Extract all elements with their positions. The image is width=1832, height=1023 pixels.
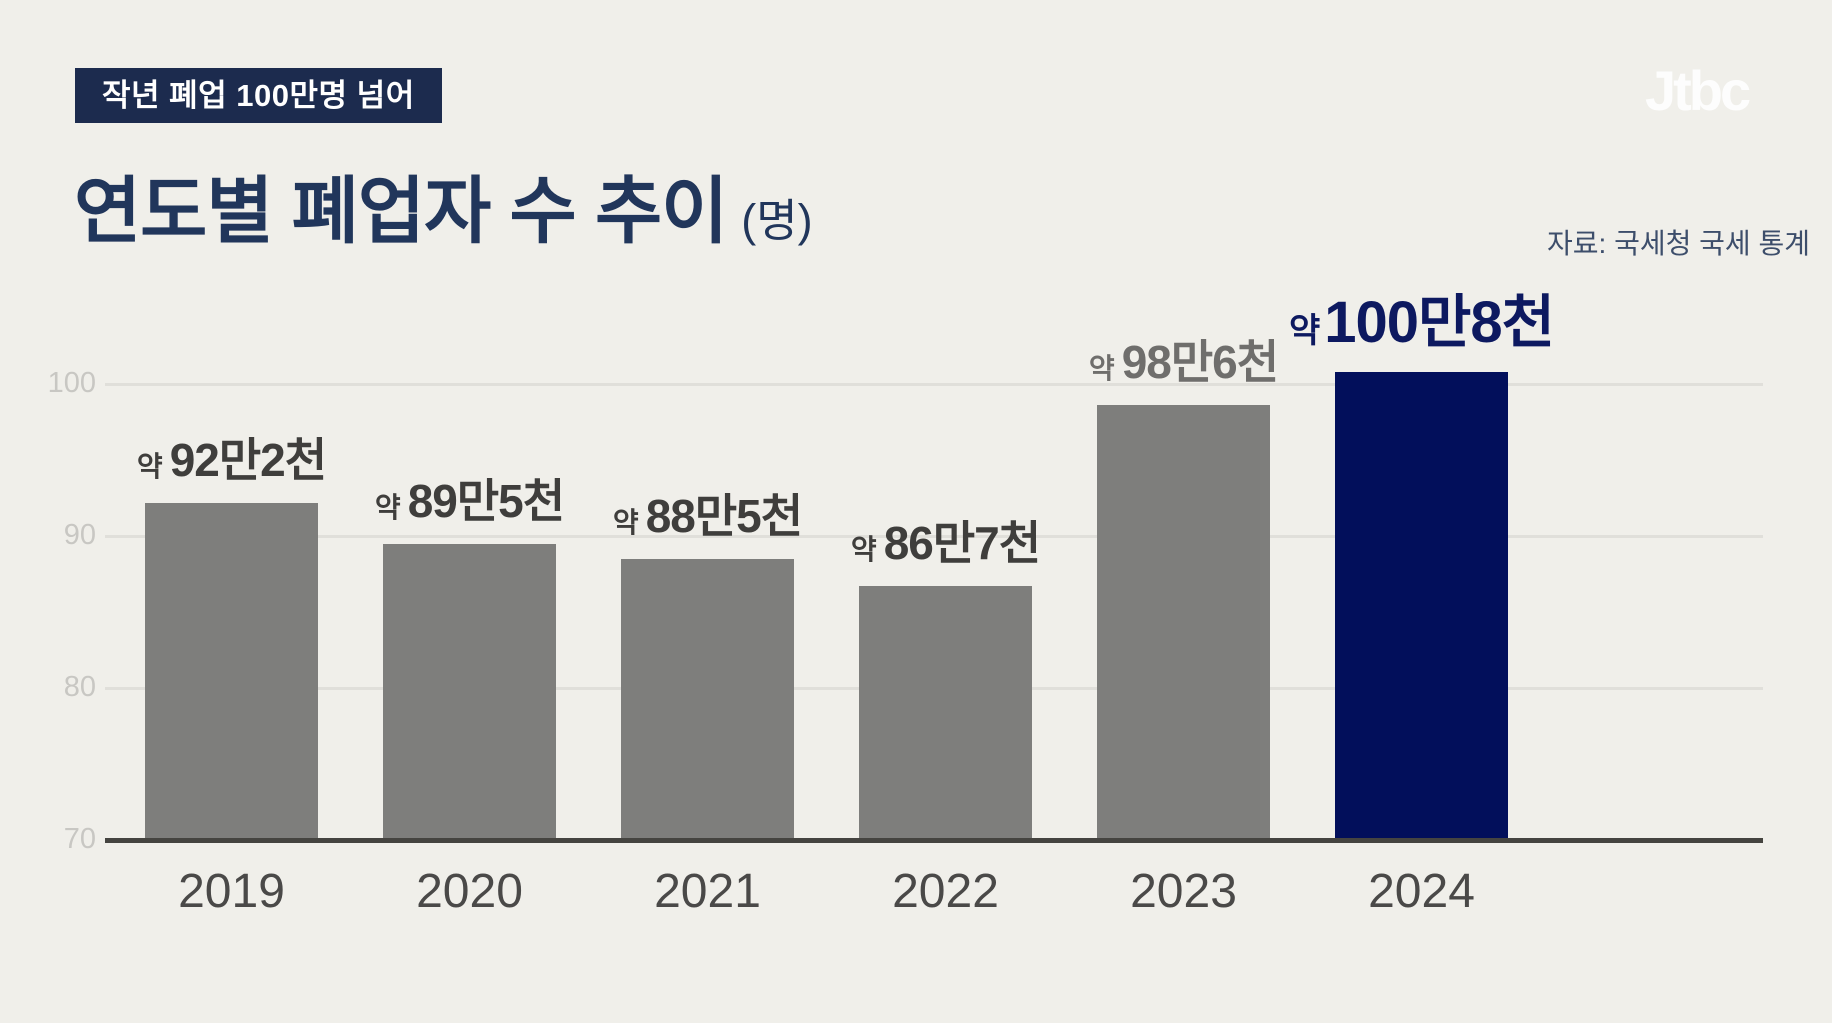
year-label-2023: 2023 <box>1130 865 1237 918</box>
value-text: 100만8천 <box>1324 289 1555 355</box>
chart-title-unit: (명) <box>741 195 813 246</box>
y-tick-label-80: 80 <box>63 671 96 703</box>
approx-prefix: 약 <box>1288 311 1321 350</box>
jtbc-logo: Jtbc <box>1645 59 1751 122</box>
y-tick-label-70: 70 <box>63 823 96 855</box>
bar-value-label-2020: 약 89만5천 <box>374 465 565 531</box>
bar-2020 <box>383 543 556 842</box>
approx-prefix: 약 <box>850 534 877 566</box>
bar-value-label-2021: 약 88만5천 <box>612 480 803 546</box>
bar-value-label-2024: 약100만8천 <box>1288 275 1555 359</box>
bar-2021 <box>621 558 794 842</box>
value-text: 89만5천 <box>407 474 565 527</box>
y-tick-label-90: 90 <box>63 519 96 551</box>
year-label-2024: 2024 <box>1368 865 1475 918</box>
bar-value-label-2022: 약 86만7천 <box>850 507 1041 573</box>
headline-badge: 작년 폐업 100만명 넘어 <box>75 68 442 123</box>
bar-2022 <box>859 586 1032 842</box>
year-label-2020: 2020 <box>416 865 523 918</box>
bar-value-label-2019: 약 92만2천 <box>136 424 327 490</box>
approx-prefix: 약 <box>1088 353 1115 385</box>
x-axis-baseline <box>105 838 1763 843</box>
value-text: 98만6천 <box>1121 336 1279 389</box>
approx-prefix: 약 <box>136 450 163 482</box>
year-label-2019: 2019 <box>178 865 285 918</box>
year-label-2021: 2021 <box>654 865 761 918</box>
gridline-100 <box>105 383 1763 386</box>
approx-prefix: 약 <box>374 491 401 523</box>
chart-title: 연도별 폐업자 수 추이 (명) <box>74 152 813 258</box>
value-text: 92만2천 <box>169 433 327 486</box>
gridline-90 <box>105 535 1763 538</box>
approx-prefix: 약 <box>612 506 639 538</box>
bar-2019 <box>145 502 318 842</box>
bar-value-label-2023: 약 98만6천 <box>1088 326 1279 392</box>
y-tick-label-100: 100 <box>47 367 96 399</box>
value-text: 88만5천 <box>645 489 803 542</box>
source-note: 자료: 국세청 국세 통계 <box>1547 228 1810 259</box>
value-text: 86만7천 <box>883 517 1041 570</box>
chart-title-text: 연도별 폐업자 수 추이 <box>74 171 728 252</box>
bar-2023 <box>1097 405 1270 842</box>
year-label-2022: 2022 <box>892 865 999 918</box>
bar-2024 <box>1335 371 1508 842</box>
